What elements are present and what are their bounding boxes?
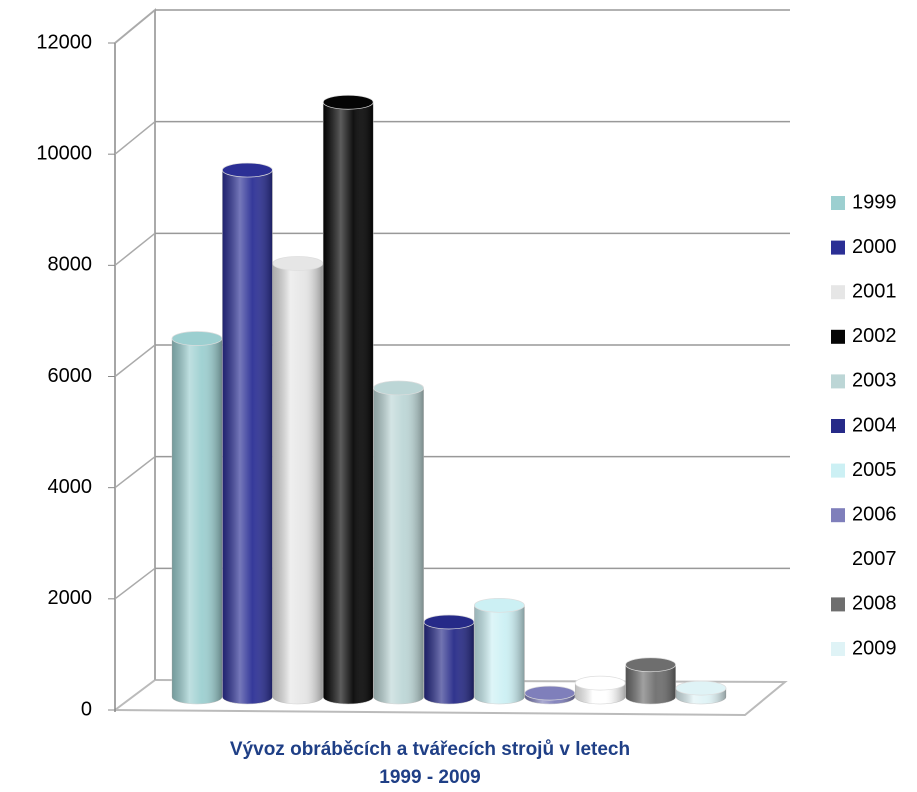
grid-line [114,9,156,44]
bar-shade [222,170,273,705]
legend-label: 2007 [852,548,897,570]
legend-label: 2004 [852,414,897,436]
bar-shade [272,263,323,704]
legend-swatch [831,240,845,255]
legend-label: 2006 [852,503,897,525]
y-tick-label: 12000 [36,31,92,53]
x-axis-label: 1999 - 2009 [379,767,480,788]
bar-shade [625,664,676,705]
x-axis-label: Vývoz obráběcích a tvářecích strojů v le… [230,739,630,760]
bar-top [272,256,324,271]
grid-line [114,121,156,155]
legend-swatch [831,374,845,389]
grid-line [114,344,156,378]
bar-shade [373,387,424,705]
bar-top [524,685,576,701]
legend-swatch [831,463,845,478]
legend-label: 2005 [852,459,897,481]
bar-shade [323,102,374,705]
grid-line [114,567,156,600]
legend-swatch [831,419,845,433]
bar-top [625,657,676,673]
bar-top [222,162,273,178]
legend-label: 2001 [852,280,897,302]
grid-line [114,232,156,266]
bar-top [423,614,475,630]
legend-swatch [831,285,845,300]
legend-label: 1999 [852,191,897,213]
bar-shade [172,338,222,704]
legend-label: 2002 [852,325,897,347]
legend-label: 2009 [852,637,897,659]
bar-shade [474,605,525,705]
bar-top [574,675,626,691]
y-tick-label: 10000 [36,142,92,164]
bar-shade [424,621,474,704]
y-tick-label: 4000 [48,476,93,498]
y-tick-label: 8000 [48,254,93,276]
y-tick-label: 6000 [48,365,93,387]
legend-swatch [831,196,845,210]
legend-swatch [831,329,845,344]
legend-swatch [831,552,845,567]
bar-top [675,680,727,696]
legend-label: 2000 [852,236,897,258]
legend-swatch [831,642,845,656]
legend-swatch [831,597,845,612]
legend-swatch [831,508,845,523]
y-tick-label: 2000 [48,587,93,609]
legend-label: 2008 [852,593,897,615]
grid-line [114,456,156,489]
bar-top [474,597,525,613]
bar-top [373,380,424,396]
legend-label: 2003 [852,370,897,392]
y-tick-label: 0 [81,698,92,720]
bar-top [322,94,374,110]
bar-top [171,331,223,346]
